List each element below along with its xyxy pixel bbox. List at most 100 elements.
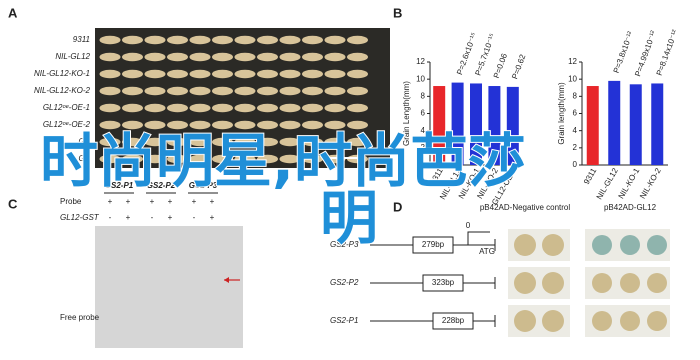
construct-name: GS2-P3 bbox=[330, 240, 359, 249]
grain bbox=[189, 137, 211, 147]
row-label: GL12-GST bbox=[60, 213, 100, 222]
grain bbox=[167, 120, 188, 130]
arrow-head bbox=[224, 277, 229, 283]
row-label: GL12ᵒᵉ-OE-2 bbox=[43, 120, 91, 129]
y-tick-label: 0 bbox=[421, 160, 426, 169]
grain bbox=[99, 86, 121, 96]
x-tick-label: 9311 bbox=[582, 166, 599, 186]
colony bbox=[514, 310, 536, 332]
bar bbox=[629, 84, 642, 165]
colony bbox=[592, 311, 612, 331]
grain bbox=[324, 52, 346, 62]
fragment-box bbox=[432, 312, 474, 330]
gst-sign: + bbox=[168, 213, 173, 222]
grain bbox=[122, 52, 143, 62]
colony bbox=[647, 273, 667, 293]
y-axis-label: Grain Length(mm) bbox=[402, 81, 411, 146]
gst-sign: - bbox=[193, 213, 196, 222]
grain bbox=[279, 103, 301, 113]
colony bbox=[647, 311, 667, 331]
grain bbox=[302, 86, 323, 96]
grain bbox=[257, 103, 278, 113]
fragment-box bbox=[412, 236, 454, 254]
probe-sign: + bbox=[192, 197, 197, 206]
colony bbox=[620, 273, 640, 293]
grain bbox=[189, 154, 211, 164]
grain bbox=[279, 154, 301, 164]
panel-label: C bbox=[8, 196, 18, 211]
grain bbox=[212, 120, 233, 130]
group-label: GS2-P3 bbox=[189, 181, 218, 190]
colony bbox=[514, 234, 536, 256]
grain bbox=[324, 86, 346, 96]
grain bbox=[257, 137, 278, 147]
grain bbox=[302, 120, 323, 130]
row-label: GL12ᵒᵉ-OE-1 bbox=[43, 103, 90, 112]
grain bbox=[347, 120, 368, 130]
grain bbox=[234, 120, 256, 130]
grain bbox=[234, 69, 256, 79]
grain bbox=[122, 137, 143, 147]
fragment-box bbox=[422, 274, 464, 292]
grain bbox=[347, 69, 368, 79]
grain bbox=[257, 86, 278, 96]
grain bbox=[279, 35, 301, 45]
grain bbox=[234, 154, 256, 164]
column-header: pB42AD-Negative control bbox=[480, 203, 570, 212]
colony bbox=[542, 310, 564, 332]
probe-sign: + bbox=[150, 197, 155, 206]
grain bbox=[99, 52, 121, 62]
bar bbox=[586, 86, 599, 165]
group-label: GS2-P2 bbox=[147, 181, 176, 190]
y-tick-label: 2 bbox=[421, 143, 426, 152]
row-label: GS bbox=[78, 137, 90, 146]
free-probe-label: Free probe bbox=[60, 313, 100, 322]
column-header: pB42AD-GL12 bbox=[604, 203, 657, 212]
grain bbox=[234, 103, 256, 113]
grain bbox=[167, 52, 188, 62]
colony bbox=[592, 235, 612, 255]
gel bbox=[95, 226, 243, 348]
gst-sign: + bbox=[126, 213, 131, 222]
grain bbox=[234, 137, 256, 147]
colony bbox=[542, 272, 564, 294]
fragment-length: 279bp bbox=[422, 240, 445, 249]
grain bbox=[302, 52, 323, 62]
colony bbox=[620, 311, 640, 331]
grain bbox=[347, 52, 368, 62]
construct-name: GS2-P1 bbox=[330, 316, 358, 325]
grain bbox=[302, 137, 323, 147]
grain bbox=[122, 86, 143, 96]
p-value: P=0.06 bbox=[492, 52, 509, 80]
probe-sign: + bbox=[210, 197, 215, 206]
row-label: NIL-GL12-KO-1 bbox=[34, 69, 90, 78]
grain bbox=[167, 69, 188, 79]
grain bbox=[144, 103, 166, 113]
grain bbox=[99, 137, 121, 147]
grain bbox=[99, 154, 121, 164]
grain bbox=[189, 69, 211, 79]
row-label: Probe bbox=[60, 197, 82, 206]
y-tick-label: 12 bbox=[568, 57, 577, 66]
panel-label: D bbox=[393, 199, 402, 214]
colony bbox=[620, 235, 640, 255]
grain bbox=[302, 35, 323, 45]
grain bbox=[279, 52, 301, 62]
p-value: P=0.62 bbox=[510, 53, 527, 81]
grain bbox=[189, 103, 211, 113]
grain bbox=[347, 35, 368, 45]
grain bbox=[279, 120, 301, 130]
y-tick-label: 10 bbox=[568, 74, 577, 83]
grain bbox=[347, 137, 368, 147]
bar bbox=[608, 80, 621, 165]
grain bbox=[144, 86, 166, 96]
grain bbox=[212, 103, 233, 113]
grain bbox=[122, 69, 143, 79]
p-value: P=3.8x10⁻¹² bbox=[612, 30, 635, 74]
row-label: 9311 bbox=[73, 35, 90, 44]
y-tick-label: 8 bbox=[421, 91, 426, 100]
probe-sign: + bbox=[108, 197, 113, 206]
grain bbox=[167, 103, 188, 113]
grain bbox=[324, 137, 346, 147]
grain bbox=[122, 154, 143, 164]
